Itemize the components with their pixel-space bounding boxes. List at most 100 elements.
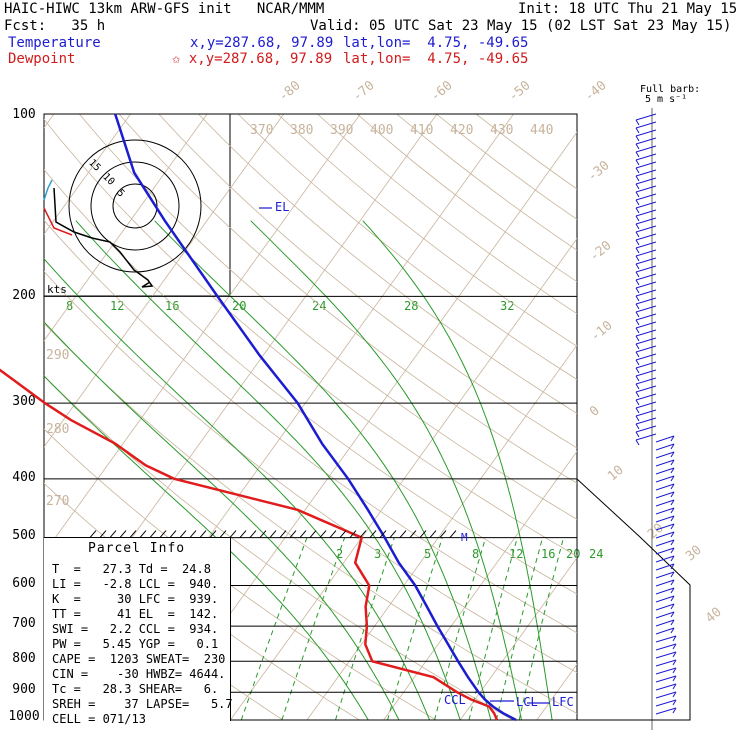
- wind-barb: [635, 433, 657, 446]
- wind-barb: [655, 667, 677, 675]
- ccl-label: CCL: [444, 693, 466, 707]
- header-fcst: Fcst: 35 h: [4, 18, 106, 34]
- mixing-ratio-label: 20: [232, 299, 247, 313]
- theta-label: 370: [250, 123, 274, 138]
- dewpoint-latlon: lat,lon= 4.75, -49.65: [343, 51, 529, 67]
- wind-barb: [635, 401, 657, 414]
- parcel-row: CELL = 071/13: [52, 712, 146, 726]
- hatch-mark: [149, 530, 157, 538]
- theta-label: 380: [290, 123, 314, 138]
- el-label: EL: [275, 200, 290, 214]
- wind-barb: [655, 611, 675, 619]
- wind-barb: [635, 409, 657, 422]
- mixing-ratio-label: 8: [472, 547, 480, 561]
- dry-adiabat-line: [44, 168, 577, 595]
- wind-barb: [655, 507, 675, 515]
- wind-barb: [655, 587, 675, 595]
- mixing-ratio-label: 2: [336, 547, 344, 561]
- hatch-mark: [429, 530, 437, 538]
- pressure-label: 300: [12, 394, 36, 409]
- wind-barb: [635, 145, 657, 158]
- hatch-mark: [189, 530, 197, 538]
- isotherm-line: [459, 557, 577, 720]
- hatch-mark: [229, 530, 237, 538]
- hatch-mark: [239, 530, 247, 538]
- lower-panel-outline: [576, 478, 691, 721]
- pressure-label: 200: [12, 288, 36, 303]
- hatch-mark: [89, 530, 97, 538]
- moist-adiabat-line: [44, 321, 400, 720]
- wind-barb: [635, 321, 657, 334]
- wind-barb: [635, 209, 657, 222]
- pressure-label: 700: [12, 616, 36, 631]
- wind-barb: [655, 531, 675, 539]
- wind-barb: [635, 425, 657, 438]
- dry-adiabat-label: 290: [46, 348, 70, 363]
- wind-barb: [635, 385, 657, 398]
- wind-barb: [655, 491, 675, 499]
- wind-barb: [635, 113, 657, 126]
- hatch-mark: [419, 530, 427, 538]
- wind-barb: [635, 273, 657, 286]
- hatch-mark: [269, 530, 277, 538]
- hodograph: [43, 139, 202, 288]
- wind-barb: [655, 475, 675, 483]
- parcel-row: SREH = 37 LAPSE= 5.7: [52, 697, 233, 711]
- hatch-mark: [299, 530, 307, 538]
- temperature-legend: Temperature: [8, 35, 101, 51]
- wind-barb: [635, 281, 657, 294]
- hatch-mark: [439, 530, 447, 538]
- parcel-row: SWI = 2.2 CCL = 934.: [52, 622, 219, 636]
- hatch-mark: [259, 530, 267, 538]
- pressure-label: 1000: [8, 709, 40, 724]
- theta-label: 420: [450, 123, 474, 138]
- dry-adiabat-line: [44, 219, 577, 634]
- moist-adiabat-line: [154, 220, 492, 720]
- wind-barb: [655, 627, 675, 635]
- wind-barb: [635, 305, 657, 318]
- wind-barb: [655, 523, 675, 531]
- hatch-mark: [279, 530, 287, 538]
- parcel-row: K = 30 LFC = 939.: [52, 592, 219, 606]
- wind-barb: [635, 153, 657, 166]
- header-model: HAIC-HIWC 13km ARW-GFS init NCAR/MMM: [4, 1, 325, 17]
- hatch-mark: [319, 530, 327, 538]
- dry-adiabat-line: [436, 114, 577, 220]
- barb-unit: 5 m s⁻¹: [645, 94, 688, 105]
- isotherm-line: [44, 114, 361, 555]
- wind-barb: [635, 185, 657, 198]
- wind-barb: [655, 483, 675, 491]
- dry-adiabat-line: [118, 114, 577, 484]
- wind-barb: [635, 249, 657, 262]
- hatch-mark: [199, 530, 207, 538]
- wind-barb: [635, 177, 657, 190]
- moist-adiabat-line: [44, 375, 369, 720]
- dry-adiabat-line: [237, 114, 577, 380]
- wind-barb: [655, 651, 677, 659]
- lcl-label: LCL: [516, 695, 538, 709]
- wind-barb: [655, 459, 675, 467]
- wind-barb: [635, 345, 657, 358]
- wind-barb: [635, 169, 657, 182]
- mixing-ratio-label: 24: [589, 547, 604, 561]
- wind-barb: [655, 619, 675, 627]
- mixing-ratio-line: [468, 537, 518, 720]
- parcel-row: LI = -2.8 LCL = 940.: [52, 577, 219, 591]
- wind-barb: [635, 369, 657, 382]
- moist-adiabat-line: [44, 258, 431, 720]
- wind-barbs: [635, 108, 677, 730]
- hodograph-unit: kts: [47, 283, 67, 296]
- hatch-mark: [139, 530, 147, 538]
- header-valid: Valid: 05 UTC Sat 23 May 15 (02 LST Sat …: [310, 18, 732, 34]
- temperature-xy: x,y=287.68, 97.89: [190, 35, 334, 51]
- wind-barb: [635, 289, 657, 302]
- pressure-label: 500: [12, 528, 36, 543]
- hatch-mark: [289, 530, 297, 538]
- wind-barb: [635, 361, 657, 374]
- wind-barb: [635, 129, 657, 142]
- mixing-ratio-label: 8: [66, 299, 74, 313]
- mixing-ratio-label: 12: [509, 547, 524, 561]
- hatch-mark: [349, 530, 357, 538]
- wind-barb: [635, 313, 657, 326]
- mixing-ratio-line: [335, 537, 395, 720]
